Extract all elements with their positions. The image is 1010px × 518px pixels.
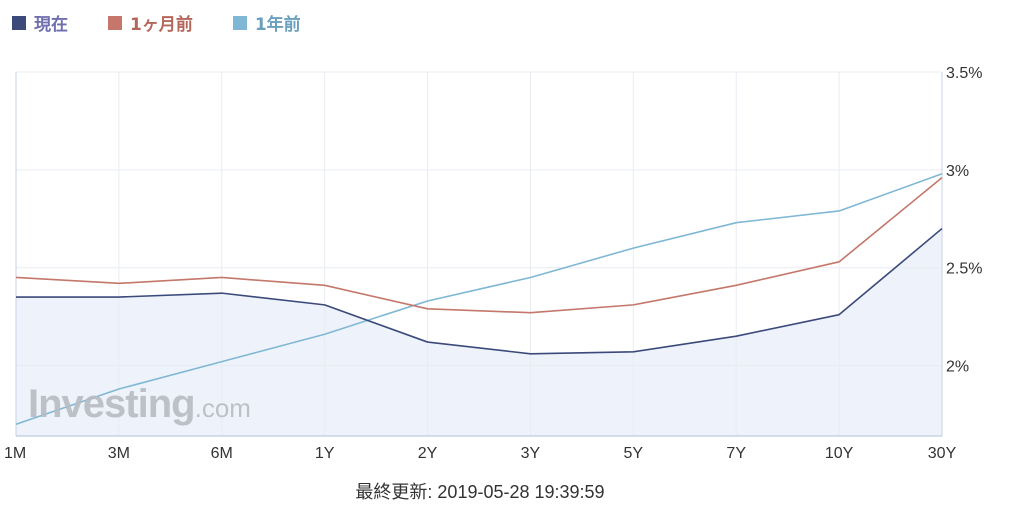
x-tick-label: 6M (211, 445, 233, 462)
x-tick-label: 3M (108, 445, 130, 462)
series-line (16, 227, 943, 355)
legend-label: 現在 (34, 15, 68, 35)
x-tick-label: 1Y (315, 445, 335, 462)
legend-swatch (108, 15, 122, 30)
x-tick-label: 10Y (825, 445, 854, 462)
series-line (15, 173, 943, 426)
legend-label: 1年前 (254, 15, 301, 35)
legend-swatch (12, 15, 26, 30)
y-tick-label: 3% (946, 163, 969, 180)
series-line (15, 177, 943, 314)
investing-watermark: Investing.com (28, 382, 251, 427)
legend-item[interactable]: 1ヶ月前 (108, 10, 193, 35)
watermark-brand: Investing (28, 382, 196, 426)
y-tick-label: 2.5% (946, 261, 982, 278)
chart-legend: 現在 1ヶ月前 1年前 (12, 10, 341, 35)
legend-item[interactable]: 現在 (12, 10, 68, 35)
y-tick-label: 3.5% (946, 65, 982, 82)
x-tick-label: 1M (4, 445, 26, 462)
series-area-fill (16, 228, 942, 436)
legend-swatch (232, 15, 247, 30)
x-tick-label: 3Y (521, 445, 541, 462)
last-updated-text: 最終更新: 2019-05-28 19:39:59 (355, 482, 605, 502)
x-tick-label: 5Y (624, 445, 644, 462)
watermark-suffix: .com (194, 393, 251, 423)
x-tick-label: 7Y (726, 445, 746, 462)
x-tick-label: 2Y (418, 445, 438, 462)
x-tick-label: 30Y (928, 445, 957, 462)
legend-item[interactable]: 1年前 (232, 10, 301, 35)
y-tick-label: 2% (946, 359, 969, 376)
legend-label: 1ヶ月前 (130, 15, 193, 35)
